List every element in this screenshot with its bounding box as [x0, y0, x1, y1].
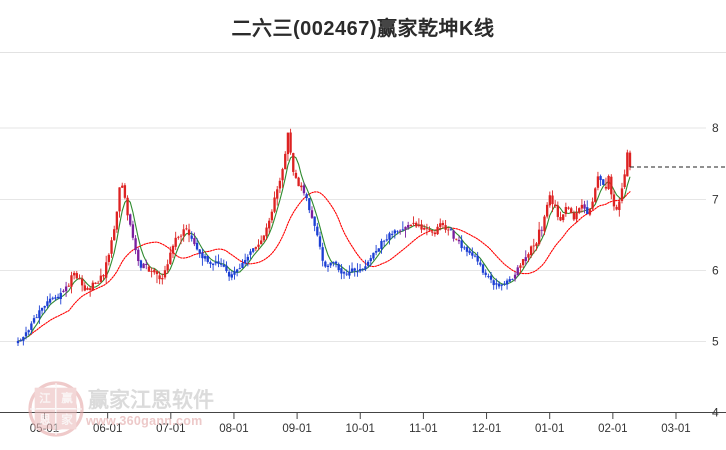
svg-text:6: 6 [712, 264, 719, 278]
svg-text:08-01: 08-01 [219, 423, 248, 435]
svg-text:赢: 赢 [61, 391, 73, 405]
svg-text:江: 江 [39, 391, 51, 405]
svg-text:5: 5 [712, 335, 719, 349]
svg-text:12-01: 12-01 [472, 423, 501, 435]
svg-text:家: 家 [61, 413, 73, 427]
svg-text:09-01: 09-01 [282, 423, 311, 435]
svg-text:赢家江恩软件: 赢家江恩软件 [88, 388, 214, 412]
svg-text:11-01: 11-01 [409, 423, 438, 435]
svg-text:03-01: 03-01 [661, 423, 690, 435]
svg-text:www.360gann.com: www.360gann.com [85, 414, 203, 428]
svg-text:4: 4 [712, 406, 719, 420]
svg-text:7: 7 [712, 193, 719, 207]
svg-text:02-01: 02-01 [598, 423, 627, 435]
svg-text:8: 8 [712, 121, 719, 135]
svg-text:01-01: 01-01 [535, 423, 564, 435]
svg-text:10-01: 10-01 [346, 423, 375, 435]
svg-text:恩: 恩 [39, 414, 51, 427]
